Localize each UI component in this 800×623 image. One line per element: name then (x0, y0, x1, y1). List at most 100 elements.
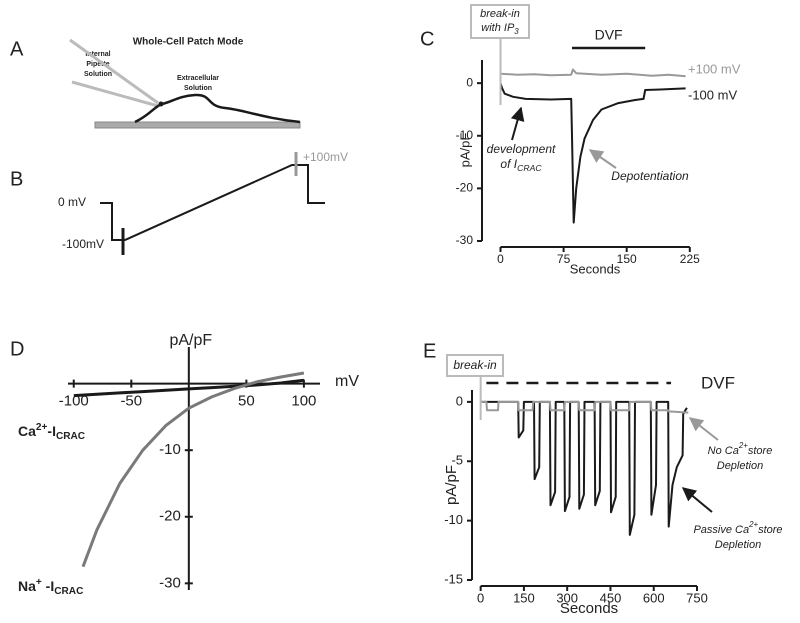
trace (480, 400, 689, 414)
text-part: + (36, 577, 42, 588)
text-part: No Ca (708, 445, 739, 457)
break-in-label: break-in (453, 358, 497, 372)
x-tick-label: 0 (477, 590, 484, 605)
dvf-label: DVF (595, 27, 623, 43)
text-part: Ca (18, 423, 36, 439)
annotation: Depletion (717, 460, 763, 472)
annotation: No Ca2+store (708, 441, 773, 457)
y-tick-label: 0 (456, 393, 463, 408)
text-part: Depletion (715, 539, 761, 551)
text-part: 2+ (748, 520, 758, 529)
arrow (681, 487, 713, 513)
pipette (69, 38, 159, 105)
text-part: store (758, 524, 782, 536)
text-part: Passive Ca (693, 524, 749, 536)
bath-label: Solution (184, 85, 212, 92)
annotation: Depotentiation (611, 169, 689, 183)
text-part: -I (42, 578, 54, 594)
panel-title: Whole-Cell Patch Mode (133, 37, 244, 48)
x-tick-label: 225 (680, 252, 700, 266)
text-part: Na (18, 578, 36, 594)
panel-b: B 0 mV -100mV +100mV (10, 150, 348, 255)
annotation: Depletion (715, 539, 761, 551)
x-tick-label: -100 (59, 393, 89, 410)
text-part: Depletion (717, 460, 763, 472)
text-part: 2+ (738, 441, 748, 450)
text-part: 3 (514, 27, 519, 36)
y-tick-label: -20 (456, 181, 474, 195)
x-tick-label: 150 (617, 252, 637, 266)
voltage-protocol (100, 164, 325, 241)
x-tick-label: 750 (686, 590, 708, 605)
trace (480, 400, 688, 536)
pipette-label: Pipette (86, 61, 109, 68)
x-axis-label: Seconds (570, 261, 621, 276)
x-tick-label: 600 (643, 590, 665, 605)
arrow (688, 417, 719, 441)
arrow (510, 106, 525, 141)
trace (81, 371, 305, 568)
text-part: break-in (480, 8, 520, 20)
series-label: Ca2+-ICRAC (18, 422, 85, 442)
pipette-label: Internal (85, 51, 110, 58)
x-tick-label: 50 (238, 393, 255, 410)
x-tick-label: 450 (600, 590, 622, 605)
text-part: CRAC (517, 163, 542, 173)
annotation: of ICRAC (500, 157, 542, 173)
y-tick-label: -5 (451, 453, 463, 468)
x-tick-label: 150 (513, 590, 535, 605)
y-tick-label: -10 (456, 128, 474, 142)
panel-letter: C (420, 28, 434, 50)
panel-letter: D (10, 338, 24, 360)
arrow (588, 149, 617, 169)
annotation: development (487, 142, 556, 156)
panel-letter: A (10, 38, 24, 60)
text-part: 2+ (36, 422, 48, 433)
y-tick-label: -10 (444, 512, 463, 527)
break-in-label: break-in (480, 8, 520, 20)
break-in-box (446, 354, 504, 377)
text-part: store (748, 445, 772, 457)
voltage-label: -100mV (62, 237, 104, 251)
break-in-label: with IP3 (481, 22, 519, 36)
text-part: CRAC (54, 586, 83, 597)
cell (134, 93, 301, 124)
text-part: CRAC (56, 431, 85, 442)
x-axis-label: mV (335, 373, 359, 390)
seal (158, 101, 164, 107)
panel-a: A Whole-Cell Patch Mode Internal Pipette… (10, 37, 301, 129)
y-tick-label: -30 (159, 574, 181, 591)
text-part: of I (500, 157, 517, 171)
x-tick-label: 100 (291, 393, 316, 410)
trace (500, 68, 686, 78)
pipette (71, 80, 159, 108)
dvf-label: DVF (701, 373, 735, 392)
series-label: +100 mV (688, 61, 741, 76)
bath-label: Extracellular (177, 75, 219, 82)
x-tick-label: -50 (120, 393, 142, 410)
panel-letter: B (10, 168, 23, 190)
y-axis-label: pA/pF (457, 133, 472, 168)
text-part: with IP (481, 22, 515, 34)
y-axis-label: pA/pF (443, 465, 460, 505)
trace (73, 378, 305, 398)
x-tick-label: 0 (497, 252, 504, 266)
pipette-label: Solution (84, 71, 112, 78)
text-part: development (487, 142, 556, 156)
y-tick-label: -15 (444, 571, 463, 586)
coverslip (94, 121, 301, 129)
y-axis-label: pA/pF (169, 332, 212, 349)
x-tick-label: 75 (557, 252, 571, 266)
x-tick-label: 300 (556, 590, 578, 605)
y-tick-label: -10 (159, 441, 181, 458)
y-tick-label: -20 (159, 508, 181, 525)
break-in-box (470, 4, 530, 39)
panel-letter: E (423, 340, 436, 362)
text-part: -I (47, 423, 56, 439)
y-tick-label: -30 (456, 233, 474, 247)
y-tick-label: 0 (466, 75, 473, 89)
voltage-label: +100mV (303, 150, 348, 164)
x-axis-label: Seconds (560, 600, 618, 617)
